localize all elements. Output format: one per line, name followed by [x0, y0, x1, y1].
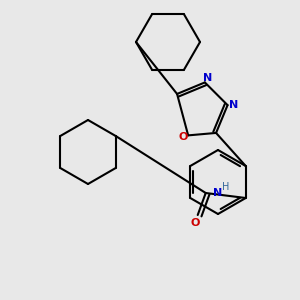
Text: N: N [213, 188, 222, 197]
Text: N: N [229, 100, 238, 110]
Text: H: H [222, 182, 230, 193]
Text: O: O [178, 132, 188, 142]
Text: N: N [203, 74, 212, 83]
Text: O: O [190, 218, 200, 228]
